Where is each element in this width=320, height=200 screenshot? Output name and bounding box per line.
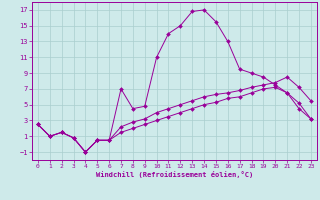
X-axis label: Windchill (Refroidissement éolien,°C): Windchill (Refroidissement éolien,°C)	[96, 171, 253, 178]
